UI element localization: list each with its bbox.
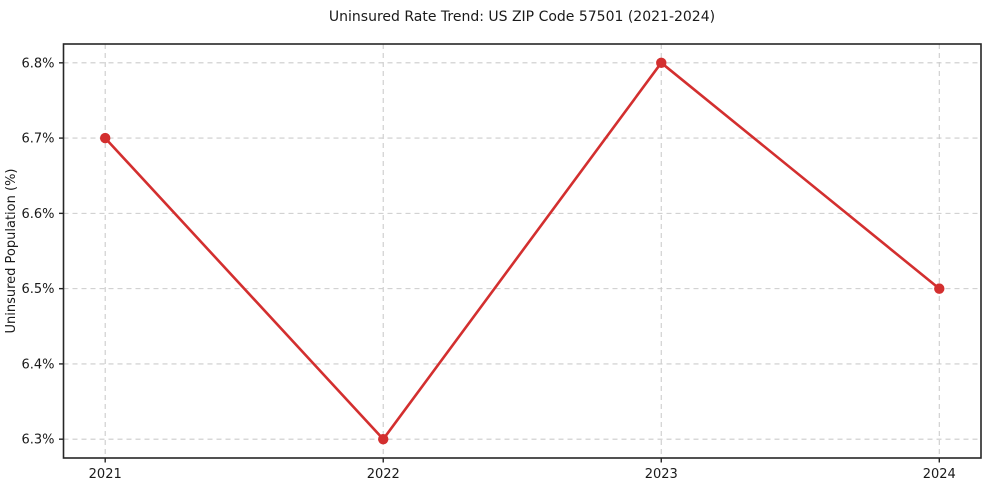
x-tick-label: 2023 <box>645 467 678 482</box>
plot-border <box>62 43 982 459</box>
y-tick-label: 6.5% <box>21 282 54 297</box>
trend-line <box>103 61 941 441</box>
y-tick-label: 6.8% <box>21 56 54 71</box>
x-tick-label: 2024 <box>923 467 956 482</box>
y-tick-label: 6.7% <box>21 132 54 147</box>
y-tick-label: 6.3% <box>21 433 54 448</box>
chart-title: Uninsured Rate Trend: US ZIP Code 57501 … <box>329 9 715 25</box>
x-tick-label: 2021 <box>89 467 122 482</box>
data-point-2022 <box>378 433 389 445</box>
x-tick-label: 2022 <box>367 467 400 482</box>
y-tick-label: 6.4% <box>21 357 54 372</box>
y-tick-label: 6.6% <box>21 207 54 222</box>
y-axis-label: Uninsured Population (%) <box>4 169 19 334</box>
data-point-2021 <box>100 132 111 144</box>
data-point-2023 <box>656 57 667 69</box>
data-point-2024 <box>934 283 945 294</box>
series-layer <box>100 57 945 445</box>
grid-layer <box>63 44 981 458</box>
axes-layer: 2021 2022 2023 2024 6.3% 6.4% 6.5% 6.6% 6.7% 6.8% <box>21 43 982 482</box>
